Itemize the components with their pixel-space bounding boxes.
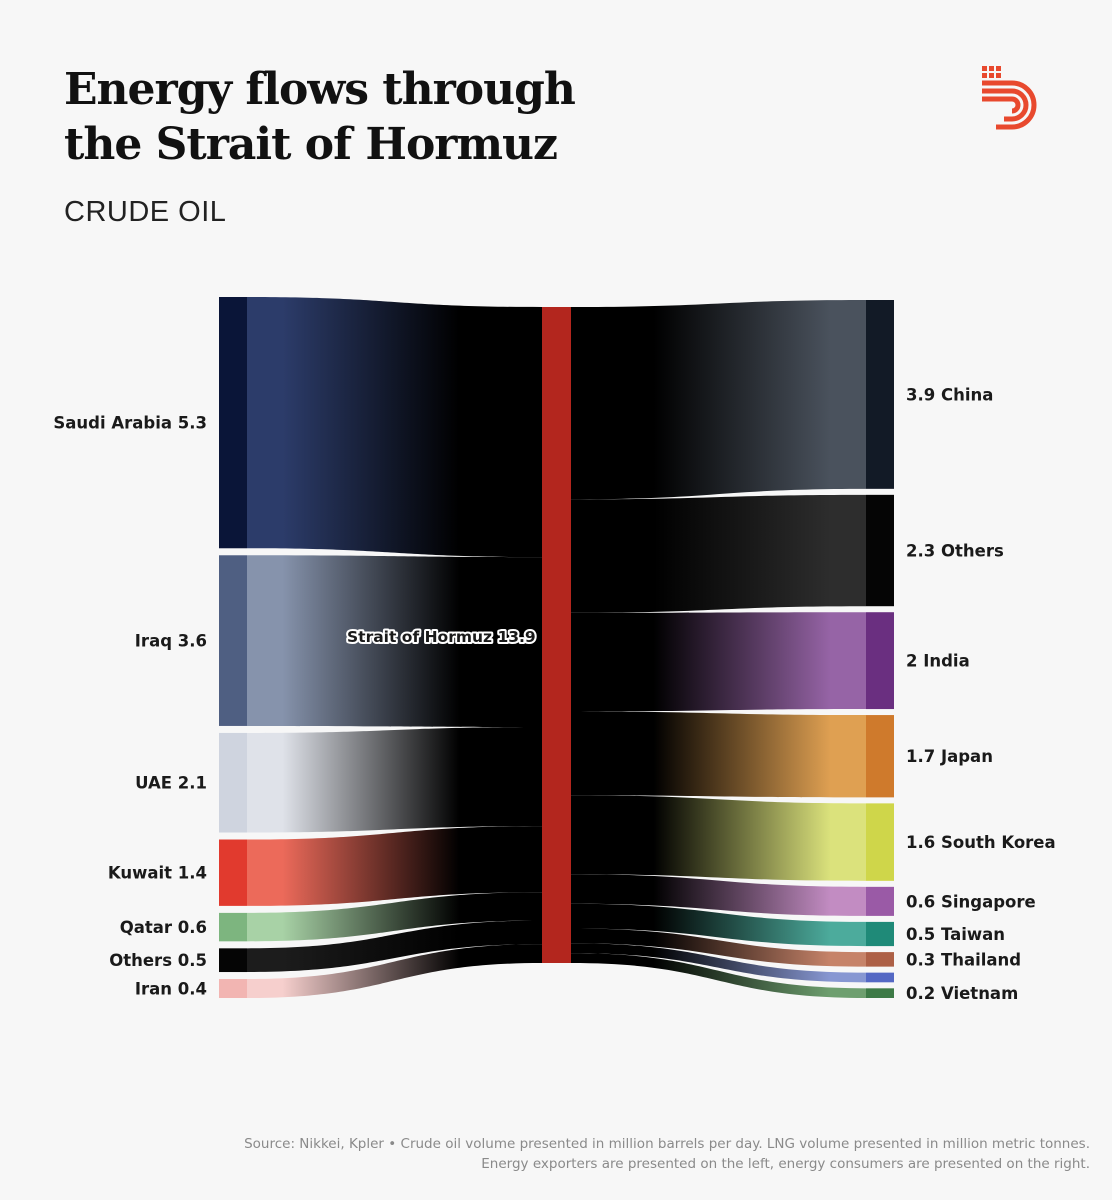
flow-hormuz-to-vietnam — [571, 953, 866, 998]
node-target-thailand — [866, 952, 894, 967]
flow-hormuz-to-taiwan — [571, 903, 866, 947]
label-target-japan: 1.7 Japan — [906, 747, 993, 766]
flow-hormuz-to-singapore — [571, 874, 866, 916]
label-source-saudi-arabia: Saudi Arabia 5.3 — [53, 414, 207, 433]
flow-hormuz-to-thailand — [571, 928, 866, 967]
node-source-kuwait — [219, 839, 247, 906]
flow-hormuz-to-others — [571, 494, 866, 613]
node-source-saudi-arabia — [219, 297, 247, 549]
node-target-south-korea — [866, 803, 894, 881]
sankey-chart: Saudi Arabia 5.3 Iraq 3.6 UAE 2.1 Kuwait 1.… — [53, 297, 1056, 1003]
flow-hormuz-to-china — [571, 300, 866, 500]
label-source-iraq: Iraq 3.6 — [135, 632, 207, 651]
label-target-china: 3.9 China — [906, 385, 993, 404]
chart-title-line2: the Strait of Hormuz — [64, 119, 558, 170]
label-source-uae: UAE 2.1 — [135, 774, 207, 793]
flow-iraq-to-hormuz — [247, 555, 542, 728]
source-line1: Source: Nikkei, Kpler • Crude oil volume… — [244, 1136, 1090, 1152]
node-source-others — [219, 948, 247, 973]
publisher-logo-icon — [982, 66, 1037, 130]
flow-others-to-hormuz — [247, 920, 542, 973]
node-target-china — [866, 300, 894, 489]
node-target-vietnam — [866, 988, 894, 998]
node-source-qatar — [219, 912, 247, 942]
label-target-others: 2.3 Others — [906, 542, 1004, 561]
node-target-unlabeled — [866, 972, 894, 983]
flow-qatar-to-hormuz — [247, 892, 542, 942]
node-source-iraq — [219, 555, 247, 726]
flow-saudi-arabia-to-hormuz — [247, 297, 542, 558]
flow-kuwait-to-hormuz — [247, 826, 542, 906]
node-source-iran — [219, 979, 247, 998]
label-source-iran: Iran 0.4 — [135, 980, 207, 999]
label-target-india: 2 India — [906, 652, 970, 671]
label-source-kuwait: Kuwait 1.4 — [108, 864, 207, 883]
node-source-uae — [219, 732, 247, 833]
node-target-japan — [866, 715, 894, 798]
label-source-others: Others 0.5 — [109, 951, 207, 970]
label-layer: Saudi Arabia 5.3 Iraq 3.6 UAE 2.1 Kuwait 1.… — [53, 385, 1055, 1003]
chart-title-line1: Energy flows through — [64, 64, 576, 115]
label-target-singapore: 0.6 Singapore — [906, 892, 1036, 911]
label-strait-of-hormuz: Strait of Hormuz 13.9 — [347, 628, 536, 646]
flow-hormuz-to-south-korea — [571, 795, 866, 881]
node-layer — [219, 297, 894, 998]
node-target-taiwan — [866, 921, 894, 947]
label-target-thailand: 0.3 Thailand — [906, 950, 1021, 969]
flow-iran-to-hormuz — [247, 944, 542, 998]
chart-subtitle: CRUDE OIL — [64, 196, 227, 228]
node-strait-of-hormuz — [542, 307, 571, 963]
chart-title: Energy flows through the Strait of Hormu… — [64, 62, 576, 172]
label-target-taiwan: 0.5 Taiwan — [906, 925, 1005, 944]
flow-hormuz-to-india — [571, 612, 866, 712]
source-line2: Energy exporters are presented on the le… — [481, 1156, 1090, 1172]
node-target-singapore — [866, 886, 894, 916]
label-source-qatar: Qatar 0.6 — [120, 918, 207, 937]
flow-hormuz-to-japan — [571, 711, 866, 798]
flow-uae-to-hormuz — [247, 727, 542, 833]
node-target-others — [866, 494, 894, 607]
flow-layer — [247, 297, 866, 998]
source-note: Source: Nikkei, Kpler • Crude oil volume… — [244, 1134, 1090, 1174]
label-target-south-korea: 1.6 South Korea — [906, 833, 1056, 852]
flow-hormuz-to-unlabeled — [571, 943, 866, 983]
node-target-india — [866, 612, 894, 710]
label-target-vietnam: 0.2 Vietnam — [906, 984, 1018, 1003]
